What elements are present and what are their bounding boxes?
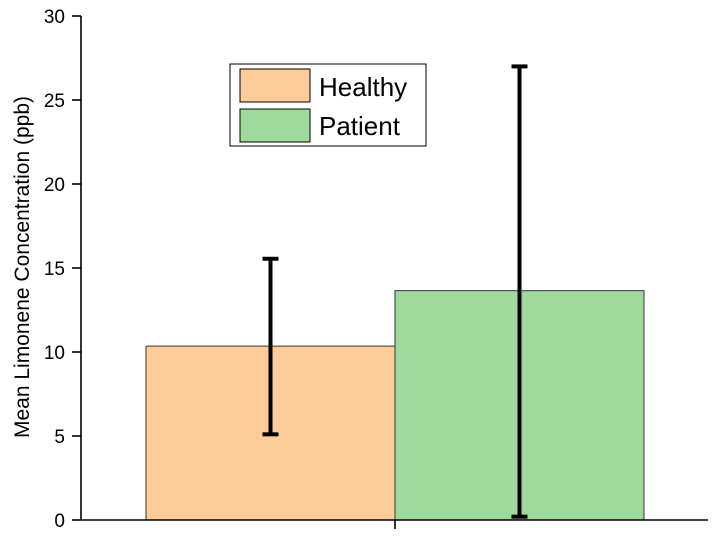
legend-label-healthy: Healthy [319, 72, 407, 102]
legend-swatch-patient [239, 108, 311, 143]
y-tick-label: 30 [44, 7, 65, 28]
y-tick-label: 15 [44, 259, 65, 280]
y-tick-label: 20 [44, 175, 65, 196]
axes-layer: 0 5 10 15 20 25 30 [44, 7, 708, 532]
y-tick-label: 10 [44, 343, 65, 364]
bars-layer [145, 290, 645, 521]
y-tick-label: 5 [54, 427, 65, 448]
y-tick-label: 0 [54, 511, 65, 532]
y-tick-label: 25 [44, 91, 65, 112]
legend-swatch-healthy [239, 68, 311, 103]
y-ticks: 0 5 10 15 20 25 30 [44, 7, 81, 532]
legend: Healthy Patient [229, 63, 427, 147]
legend-label-patient: Patient [319, 111, 401, 141]
error-bars-layer [262, 64, 528, 519]
y-axis-label: Mean Limonene Concentration (ppb) [11, 96, 34, 438]
